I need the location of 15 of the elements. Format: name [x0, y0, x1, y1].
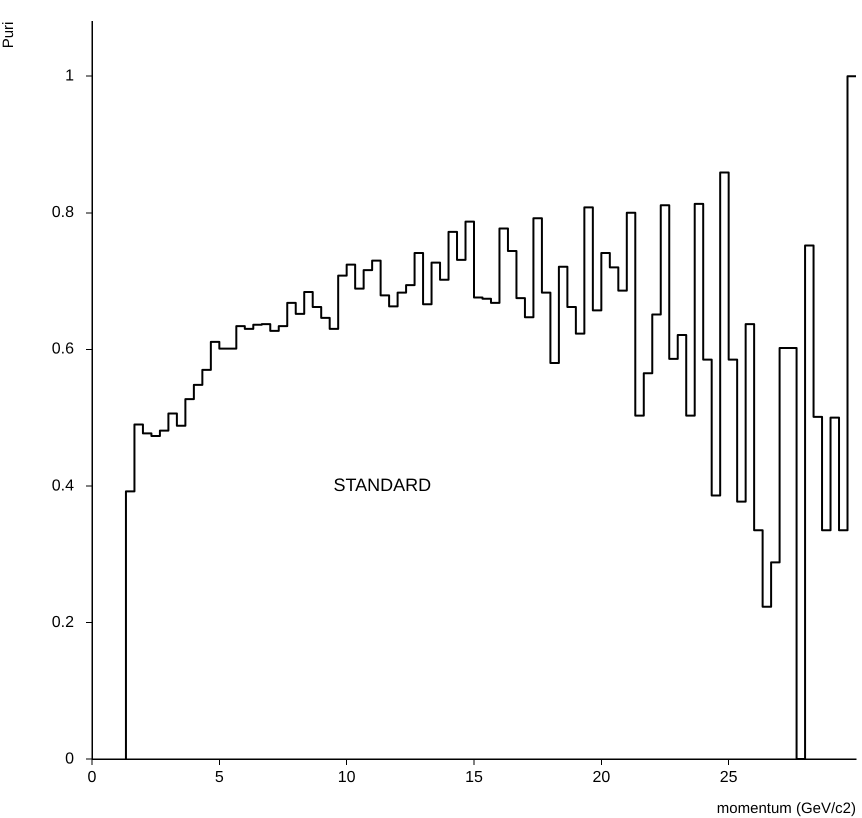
y-tick-label: 1: [65, 68, 74, 85]
y-tick-label: 0.2: [52, 614, 74, 631]
annotation: STANDARD: [333, 475, 432, 496]
y-axis-title: Puri: [0, 22, 18, 48]
x-axis-title: momentum (GeV/c2): [716, 800, 856, 818]
x-tick-label: 0: [88, 769, 97, 786]
y-tick-label: 0.8: [52, 204, 74, 222]
y-tick-label: 0: [65, 750, 74, 768]
x-tick-label: 5: [214, 769, 224, 786]
x-tick-label: 10: [338, 769, 356, 786]
x-tick-label: 15: [465, 769, 483, 786]
x-tick-label: 25: [720, 769, 738, 786]
x-tick-label: 20: [592, 769, 610, 786]
y-tick-label: 0.6: [52, 340, 74, 358]
y-tick-label: 0.4: [52, 477, 74, 494]
